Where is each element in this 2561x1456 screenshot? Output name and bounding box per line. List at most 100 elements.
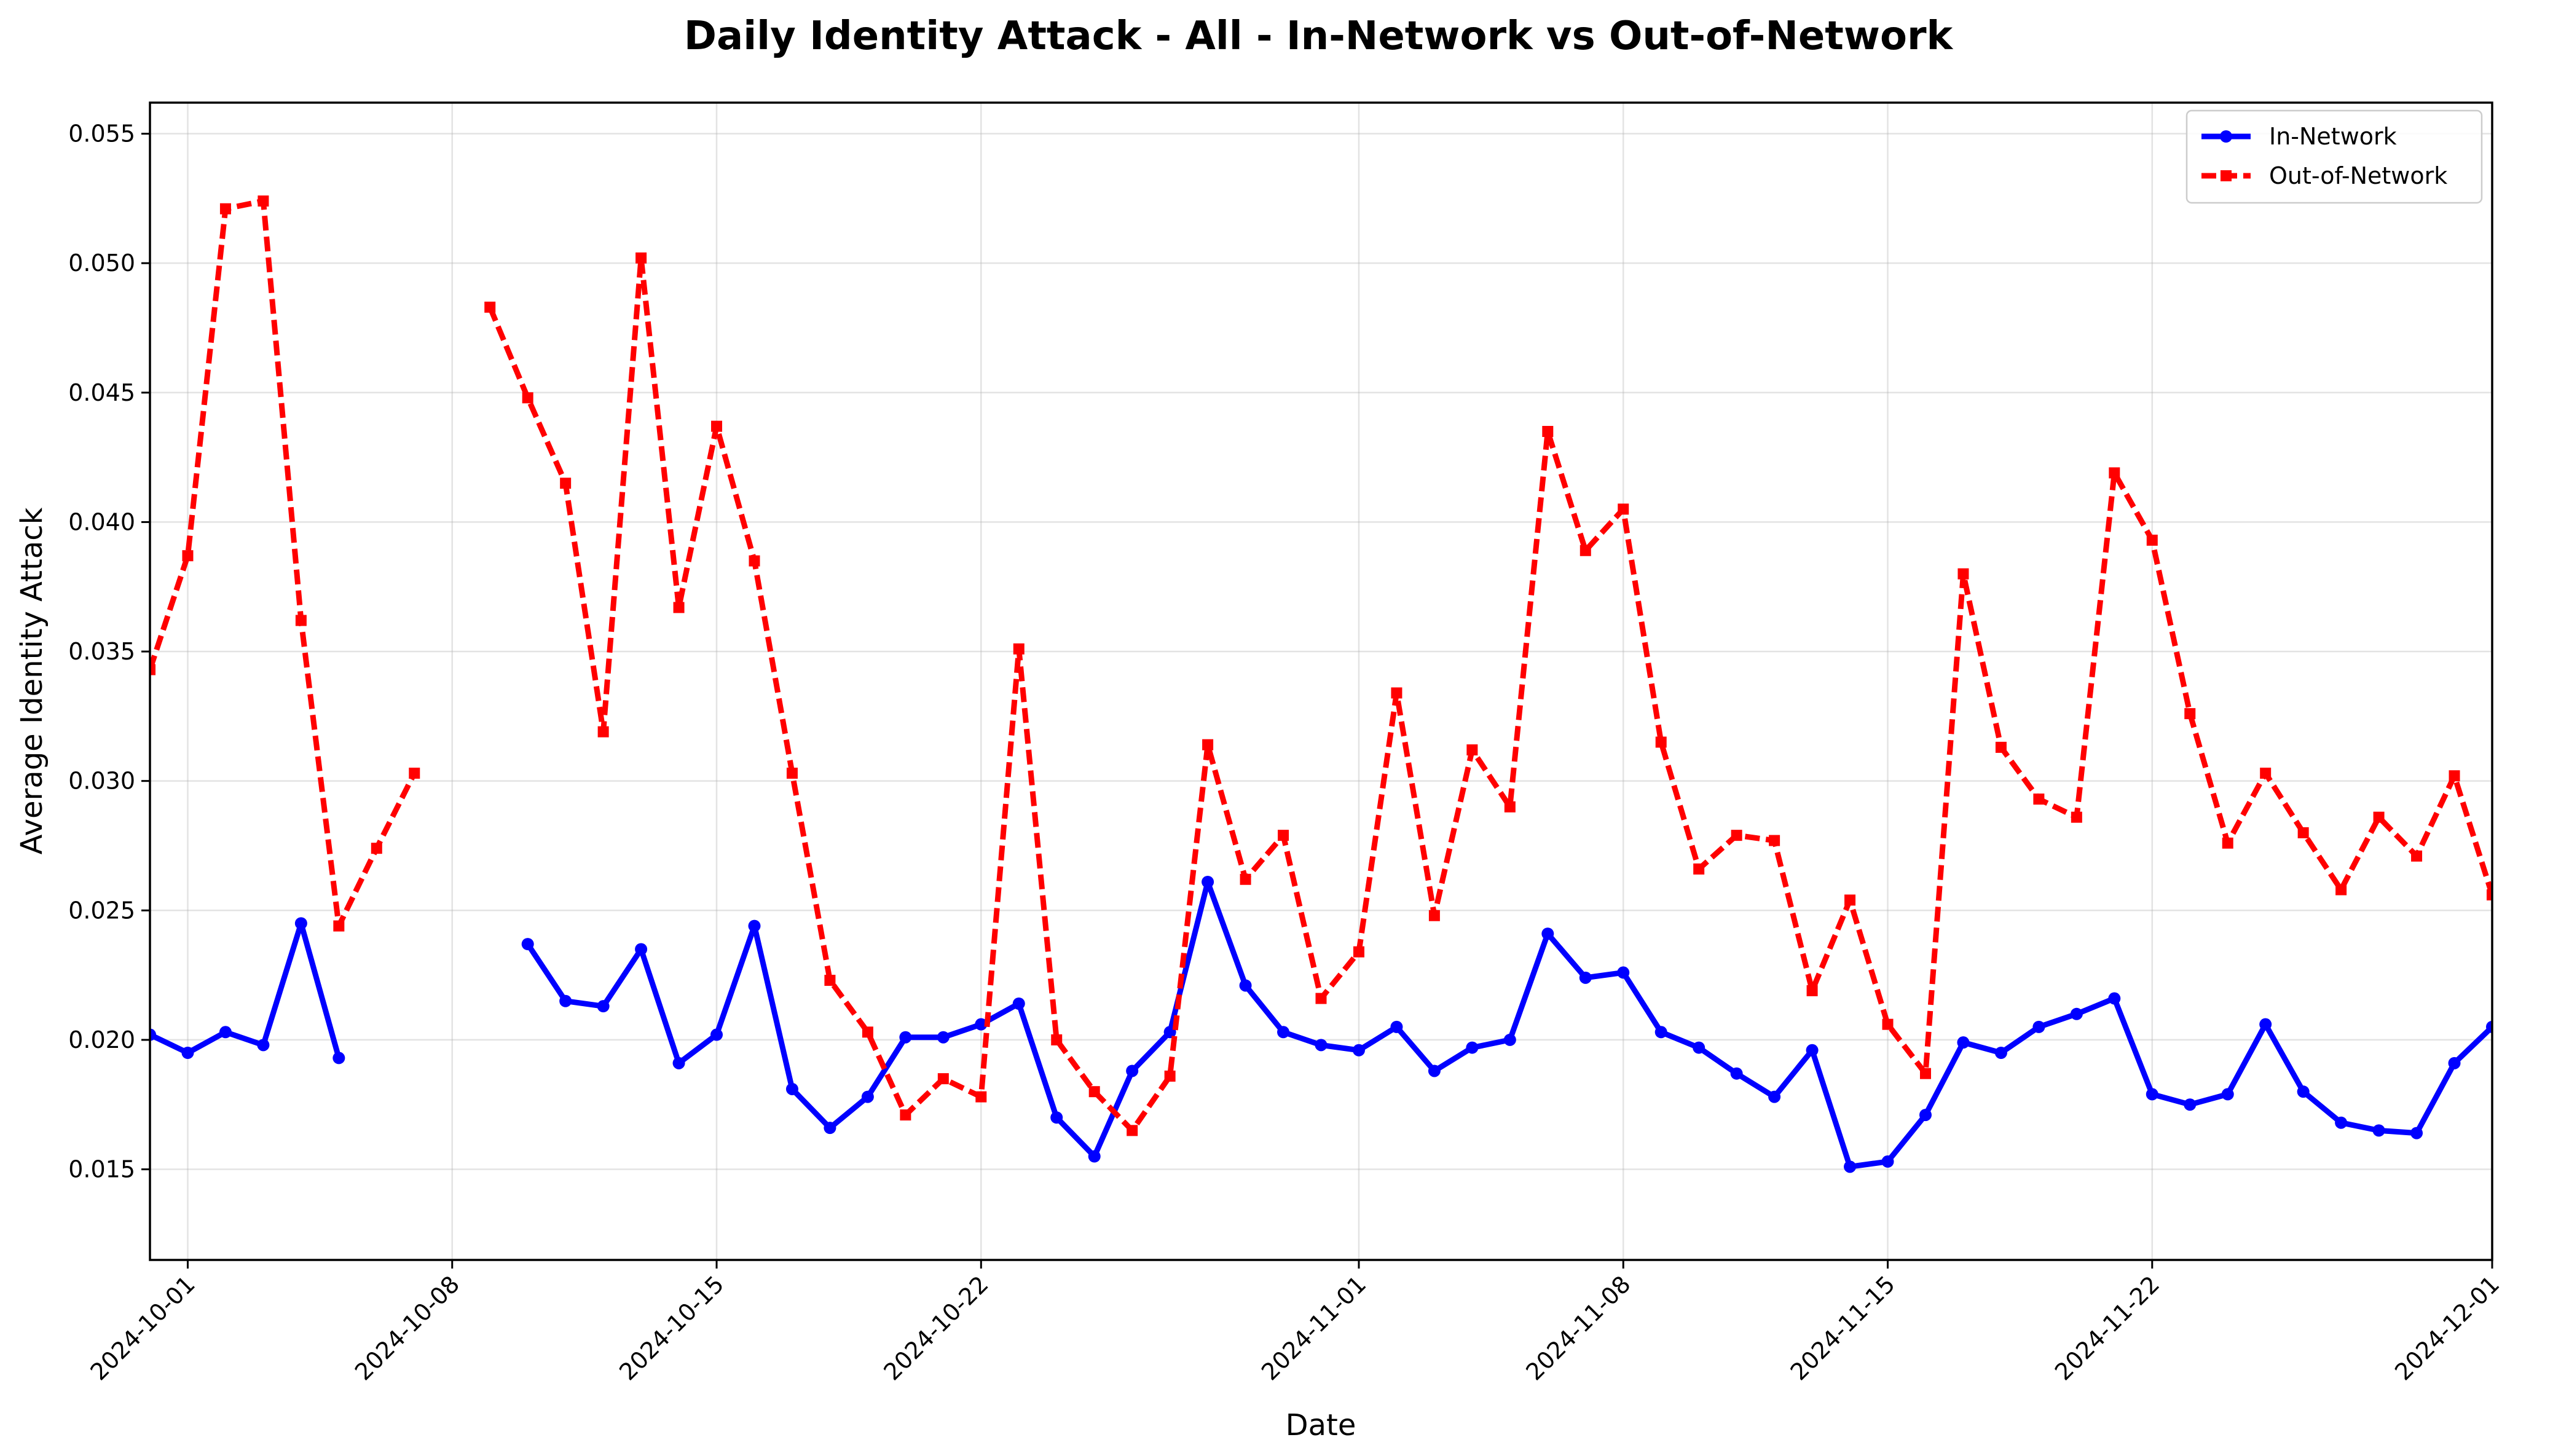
data-point bbox=[1503, 1033, 1516, 1046]
data-point bbox=[824, 1122, 836, 1135]
data-point bbox=[1013, 643, 1025, 655]
data-point bbox=[635, 943, 648, 956]
series-layer bbox=[150, 195, 2492, 1173]
data-point bbox=[1466, 744, 1478, 756]
data-point bbox=[150, 664, 155, 675]
data-point bbox=[937, 1073, 949, 1085]
data-point bbox=[2259, 1018, 2272, 1031]
data-point bbox=[484, 301, 496, 313]
data-point bbox=[786, 768, 798, 779]
data-point bbox=[597, 1000, 610, 1013]
x-tick-label: 2024-11-01 bbox=[1256, 1270, 1371, 1385]
data-point bbox=[1579, 971, 1592, 984]
data-point bbox=[1542, 425, 1554, 437]
data-point bbox=[1202, 875, 1214, 888]
data-point bbox=[1618, 503, 1629, 515]
data-point bbox=[672, 1057, 685, 1069]
data-point bbox=[861, 1090, 874, 1103]
data-point bbox=[1919, 1109, 1932, 1122]
y-tick-label: 0.045 bbox=[68, 379, 135, 406]
data-point bbox=[521, 938, 534, 951]
data-point bbox=[1126, 1064, 1139, 1077]
data-point bbox=[257, 1039, 270, 1052]
data-point bbox=[1579, 545, 1591, 556]
series-line bbox=[150, 198, 417, 929]
data-point bbox=[1768, 1090, 1781, 1103]
data-point bbox=[2032, 1020, 2045, 1033]
data-point bbox=[1428, 1064, 1441, 1077]
data-point bbox=[711, 420, 723, 432]
x-tick-label: 2024-12-01 bbox=[2390, 1270, 2504, 1385]
plot-frame bbox=[149, 101, 2493, 1261]
y-tick-label: 0.040 bbox=[68, 508, 135, 535]
data-point bbox=[1844, 1160, 1857, 1173]
y-tick-label: 0.025 bbox=[68, 897, 135, 924]
series-in-network bbox=[150, 875, 2492, 1173]
data-point bbox=[1088, 1150, 1101, 1163]
x-tick-label: 2024-10-15 bbox=[614, 1270, 729, 1385]
data-point bbox=[371, 843, 382, 854]
x-tick-label: 2024-11-08 bbox=[1520, 1270, 1635, 1385]
data-point bbox=[1466, 1041, 1479, 1054]
data-point bbox=[1881, 1155, 1894, 1168]
data-point bbox=[2411, 850, 2423, 862]
data-point bbox=[635, 252, 647, 264]
data-point bbox=[2373, 811, 2385, 823]
data-point bbox=[937, 1031, 950, 1044]
data-point bbox=[2109, 467, 2120, 479]
data-point bbox=[1315, 1039, 1328, 1052]
data-point bbox=[1390, 1020, 1403, 1033]
data-point bbox=[2335, 1116, 2348, 1129]
data-point bbox=[2372, 1124, 2385, 1137]
data-point bbox=[1164, 1070, 1176, 1082]
ticks-layer: 2024-10-01 2024-10-08 2024-10-15 2024-10-22… bbox=[68, 120, 2504, 1386]
data-point bbox=[2486, 1020, 2492, 1033]
data-point bbox=[1654, 1026, 1667, 1039]
data-point bbox=[1806, 985, 1818, 996]
data-point bbox=[710, 1028, 723, 1041]
data-point bbox=[1088, 1086, 1100, 1098]
x-tick-label: 2024-10-22 bbox=[878, 1270, 993, 1385]
data-point bbox=[1693, 1041, 1705, 1054]
data-point bbox=[1240, 873, 1251, 885]
legend: In-Network Out-of-Network bbox=[2185, 109, 2483, 204]
series-out-of-network bbox=[150, 195, 2492, 1136]
data-point bbox=[1202, 739, 1214, 750]
y-tick-label: 0.015 bbox=[68, 1156, 135, 1183]
y-tick-label: 0.035 bbox=[68, 638, 135, 665]
chart-title: Daily Identity Attack - All - In-Network… bbox=[684, 14, 1954, 59]
series-line bbox=[150, 920, 342, 1059]
data-point bbox=[409, 768, 420, 779]
data-point bbox=[1844, 894, 1856, 906]
data-point bbox=[1731, 830, 1742, 841]
data-point bbox=[1919, 1068, 1931, 1079]
data-point bbox=[1769, 835, 1780, 846]
data-point bbox=[258, 195, 269, 207]
data-point bbox=[219, 1026, 232, 1039]
data-point bbox=[1504, 801, 1516, 813]
data-point bbox=[1693, 863, 1705, 875]
data-point bbox=[219, 203, 231, 214]
data-point bbox=[2487, 889, 2492, 901]
data-point bbox=[332, 1052, 345, 1064]
data-point bbox=[2146, 1088, 2158, 1101]
data-point bbox=[824, 975, 836, 986]
data-point bbox=[1051, 1034, 1063, 1045]
data-point bbox=[182, 550, 194, 562]
data-point bbox=[2184, 1098, 2197, 1111]
x-tick-label: 2024-11-15 bbox=[1785, 1270, 1900, 1385]
data-point bbox=[294, 917, 307, 930]
data-point bbox=[1730, 1067, 1743, 1080]
legend-label: Out-of-Network bbox=[2269, 162, 2447, 189]
y-tick-label: 0.055 bbox=[68, 120, 135, 148]
data-point bbox=[1277, 1026, 1290, 1039]
legend-marker bbox=[2220, 130, 2232, 143]
data-point bbox=[899, 1031, 912, 1044]
data-point bbox=[2108, 992, 2121, 1005]
data-point bbox=[862, 1026, 873, 1038]
y-tick-label: 0.050 bbox=[68, 250, 135, 277]
data-point bbox=[1391, 687, 1402, 699]
x-axis-label: Date bbox=[1286, 1408, 1356, 1442]
data-point bbox=[1012, 997, 1025, 1010]
